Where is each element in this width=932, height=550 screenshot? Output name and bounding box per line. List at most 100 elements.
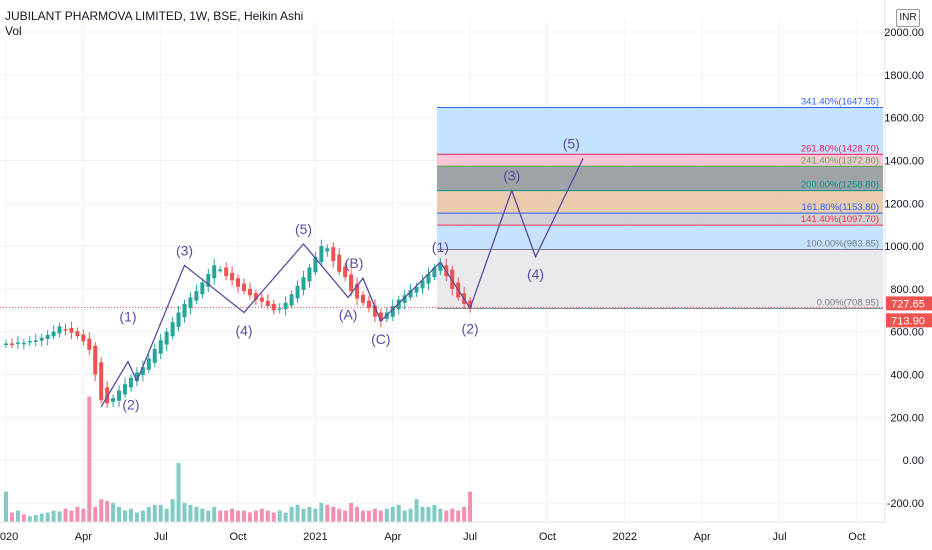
candle-body xyxy=(402,295,407,303)
volume-bar xyxy=(366,510,371,522)
elliott-wave-labels: (1) (2) (3) (4) (5) (A) (B) (C) (1) (2) (3) (4) (5) xyxy=(119,135,579,412)
volume-bar xyxy=(51,510,56,522)
volume-bar xyxy=(414,499,419,522)
currency-badge[interactable]: INR xyxy=(896,9,920,27)
candle-body xyxy=(93,345,98,375)
candle xyxy=(81,329,86,346)
volume-bar xyxy=(236,510,241,522)
time-tick-label: Jul xyxy=(154,531,168,543)
candle xyxy=(361,290,365,307)
wave-label: (3) xyxy=(503,167,520,183)
price-tick-label: 1400.00 xyxy=(884,155,924,167)
volume-bar xyxy=(307,506,312,522)
candle xyxy=(99,357,104,404)
candle-body xyxy=(123,384,127,395)
volume-bar xyxy=(87,396,92,522)
candle-body xyxy=(176,312,181,327)
candle xyxy=(420,275,425,294)
volume-bar xyxy=(420,506,425,522)
candle xyxy=(182,300,187,323)
candle-body xyxy=(289,294,294,306)
time-tick-label: Oct xyxy=(539,531,556,543)
volume-bar xyxy=(188,504,193,522)
price-tick-label: 1000.00 xyxy=(884,241,924,253)
candle-body xyxy=(200,282,205,295)
candle xyxy=(277,303,282,314)
candle xyxy=(289,290,294,309)
volume-bar xyxy=(378,510,383,522)
volume-bar xyxy=(450,508,455,522)
time-tick-label: Apr xyxy=(384,531,401,543)
fib-zone xyxy=(437,225,883,250)
candle xyxy=(313,251,318,276)
volume-bar xyxy=(117,506,122,522)
candle xyxy=(57,322,62,338)
volume-bar xyxy=(158,504,163,522)
volume-legend: Vol xyxy=(5,24,22,38)
volume-bar xyxy=(146,506,151,522)
volume-bar xyxy=(283,512,288,522)
candle-body xyxy=(140,367,145,376)
volume-bar xyxy=(408,508,413,522)
volume-bar xyxy=(265,510,270,522)
candle xyxy=(111,394,116,408)
volume-bar xyxy=(194,506,199,522)
volume-bar xyxy=(230,508,235,522)
candle xyxy=(402,290,407,310)
candle xyxy=(355,277,360,305)
wave-label: (4) xyxy=(235,323,252,339)
volume-bar xyxy=(134,512,139,522)
candle xyxy=(283,296,288,316)
fibonacci-extension: 341.40%(1647.55) 261.80%(1428.70)241.40%(… xyxy=(437,96,883,309)
volume-bar xyxy=(242,510,246,522)
volume-bar xyxy=(170,499,175,522)
candle xyxy=(366,295,371,313)
candle-body xyxy=(63,329,68,331)
candle-body xyxy=(194,291,199,301)
candle xyxy=(117,385,122,408)
volume-bar xyxy=(9,512,14,522)
candle-body xyxy=(57,326,62,334)
candle xyxy=(9,338,14,349)
candle xyxy=(152,343,157,368)
volume-bar xyxy=(331,506,336,522)
candle xyxy=(319,239,324,267)
candle xyxy=(15,336,20,350)
volume-bar xyxy=(319,503,324,522)
wave-label: (C) xyxy=(371,331,390,347)
candle xyxy=(325,244,330,257)
candle-body xyxy=(438,263,443,271)
candle-body xyxy=(361,294,365,303)
price-tick-label: 1600.00 xyxy=(884,113,924,125)
candle-body xyxy=(81,334,86,342)
candle-body xyxy=(307,267,312,282)
volume-bar xyxy=(140,510,145,522)
candle-body xyxy=(265,300,270,307)
wave-label: (1) xyxy=(119,309,136,325)
price-tag xyxy=(886,296,932,311)
price-axis-bg xyxy=(885,0,932,550)
time-tick-label: Jul xyxy=(463,531,477,543)
candle xyxy=(372,299,377,323)
price-tick-label: 400.00 xyxy=(890,370,924,382)
volume-bars xyxy=(4,396,473,522)
candle xyxy=(188,292,193,315)
candle xyxy=(349,269,354,297)
candle-body xyxy=(259,297,264,302)
elliott-wave-lines xyxy=(100,158,584,407)
candle-body xyxy=(4,343,8,346)
volume-bar xyxy=(247,512,252,522)
candle-body xyxy=(355,284,360,299)
candle-body xyxy=(9,343,14,346)
candle-body xyxy=(164,331,169,345)
volume-bar xyxy=(432,504,437,522)
candle xyxy=(307,263,312,288)
fib-level-label: 341.40%(1647.55) xyxy=(801,96,879,107)
volume-bar xyxy=(295,504,300,522)
fib-level-label: 161.80%(1153.80) xyxy=(802,202,879,213)
candle-body xyxy=(349,274,354,292)
volume-bar xyxy=(259,508,264,522)
candle-body xyxy=(295,285,300,299)
price-tick-label: 800.00 xyxy=(890,284,924,296)
